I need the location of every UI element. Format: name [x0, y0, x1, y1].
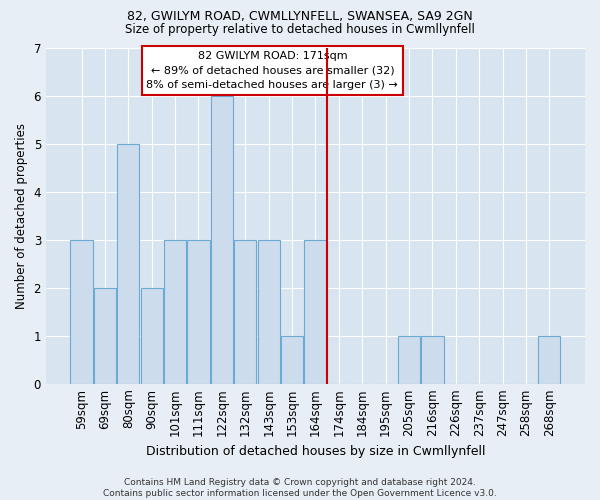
Bar [211, 96, 233, 384]
Bar [234, 240, 256, 384]
Text: Size of property relative to detached houses in Cwmllynfell: Size of property relative to detached ho… [125, 22, 475, 36]
Text: 82, GWILYM ROAD, CWMLLYNFELL, SWANSEA, SA9 2GN: 82, GWILYM ROAD, CWMLLYNFELL, SWANSEA, S… [127, 10, 473, 23]
Bar [257, 240, 280, 384]
Bar [140, 288, 163, 384]
Bar [164, 240, 186, 384]
Bar [304, 240, 326, 384]
Bar [538, 336, 560, 384]
Bar [398, 336, 420, 384]
Text: Contains HM Land Registry data © Crown copyright and database right 2024.
Contai: Contains HM Land Registry data © Crown c… [103, 478, 497, 498]
Bar [187, 240, 209, 384]
Bar [281, 336, 303, 384]
Bar [421, 336, 443, 384]
Bar [94, 288, 116, 384]
Y-axis label: Number of detached properties: Number of detached properties [15, 122, 28, 308]
Bar [117, 144, 139, 384]
X-axis label: Distribution of detached houses by size in Cwmllynfell: Distribution of detached houses by size … [146, 444, 485, 458]
Text: 82 GWILYM ROAD: 171sqm
← 89% of detached houses are smaller (32)
8% of semi-deta: 82 GWILYM ROAD: 171sqm ← 89% of detached… [146, 51, 398, 90]
Bar [70, 240, 92, 384]
